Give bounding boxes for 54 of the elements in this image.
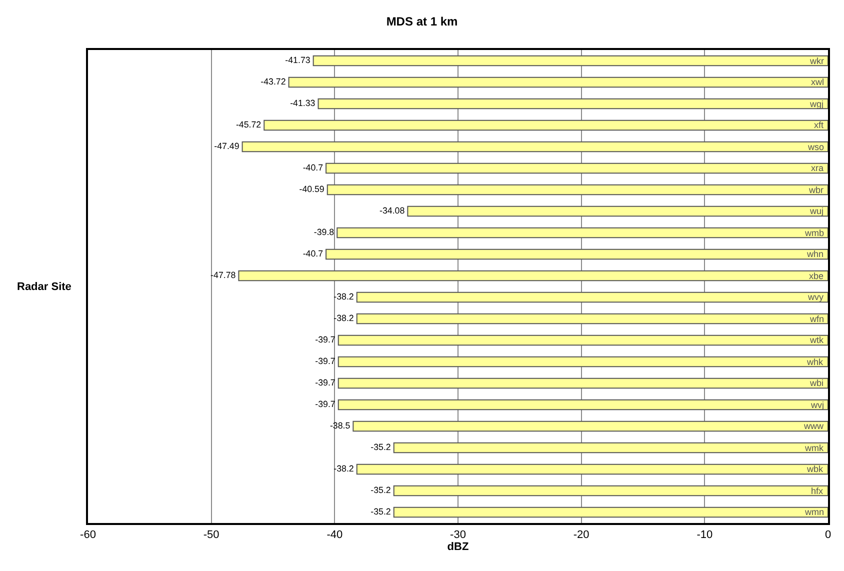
- y-tick-label: whk: [806, 357, 824, 367]
- y-tick-label: wkr: [809, 56, 824, 66]
- y-tick-label: wtk: [809, 335, 824, 345]
- y-axis-title: Radar Site: [17, 281, 72, 293]
- x-tick-label: 0: [824, 529, 832, 542]
- data-label: -40.59: [299, 184, 324, 194]
- data-label: -45.72: [236, 120, 262, 130]
- y-tick-label: xra: [811, 163, 824, 173]
- data-label: -39.7: [315, 399, 336, 410]
- y-tick-label: wmk: [804, 443, 824, 453]
- data-label: -39.8: [314, 227, 334, 238]
- x-tick-label: -60: [80, 529, 96, 542]
- x-tick-label: -40: [326, 529, 343, 542]
- y-tick-label: xwl: [811, 77, 824, 87]
- y-tick-label: wso: [807, 142, 824, 152]
- y-tick-label: wbk: [806, 464, 824, 474]
- data-label: -43.72: [260, 76, 286, 87]
- data-label: -35.2: [370, 485, 391, 496]
- x-axis-title: dBZ: [447, 541, 469, 554]
- x-tick-label: -30: [450, 529, 466, 542]
- y-tick-label: wmb: [804, 228, 824, 238]
- data-label: -38.2: [334, 313, 354, 324]
- y-tick-label: wgj: [809, 99, 824, 109]
- x-tick-label: -20: [573, 529, 590, 542]
- x-tick-label: -50: [203, 529, 220, 542]
- y-tick-label: wbr: [808, 185, 824, 195]
- data-label: -35.2: [370, 442, 391, 452]
- data-label: -39.7: [315, 378, 336, 388]
- data-label: -39.7: [315, 356, 336, 366]
- y-tick-label: hfx: [811, 486, 824, 496]
- data-label: -38.2: [334, 464, 354, 474]
- data-label: -41.33: [290, 98, 316, 108]
- data-label: -39.7: [315, 334, 336, 345]
- y-tick-label: www: [803, 421, 824, 431]
- data-label: -40.7: [302, 248, 324, 259]
- y-tick-label: wfn: [809, 314, 824, 324]
- y-tick-label: xbe: [809, 271, 824, 281]
- data-label: -47.78: [210, 270, 236, 280]
- y-tick-label: wvj: [810, 400, 824, 410]
- data-label: -38.2: [334, 292, 354, 302]
- data-label: -47.49: [214, 141, 240, 152]
- x-tick-label: -10: [696, 529, 713, 542]
- data-label: -41.73: [285, 55, 310, 66]
- data-label: -34.08: [380, 206, 405, 216]
- y-tick-label: whn: [806, 249, 824, 259]
- data-label: -35.2: [370, 506, 391, 517]
- chart-title: MDS at 1 km: [386, 14, 458, 29]
- y-tick-label: wuj: [809, 206, 824, 216]
- y-tick-label: wmn: [804, 507, 824, 517]
- data-label: -38.5: [330, 420, 350, 431]
- y-tick-label: wbi: [809, 378, 824, 388]
- data-label: -40.7: [302, 162, 324, 173]
- y-tick-label: xft: [814, 120, 824, 130]
- y-tick-label: wvy: [807, 292, 824, 302]
